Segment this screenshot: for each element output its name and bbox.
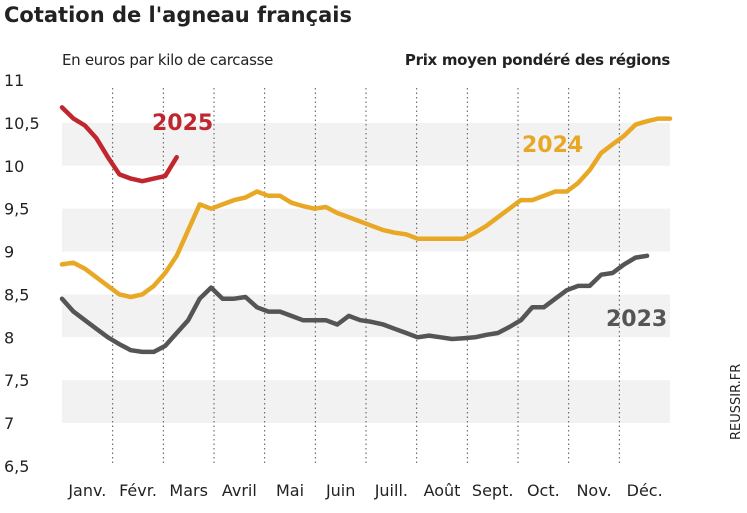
series-label-2023: 2023 xyxy=(606,307,667,332)
y-tick-label: 8 xyxy=(4,328,14,347)
background-band xyxy=(62,380,670,424)
background-band xyxy=(62,294,670,338)
chart-subtitle-source-method: Prix moyen pondéré des régions xyxy=(405,51,670,69)
x-tick-label: Juill. xyxy=(374,481,408,500)
y-axis-tick-labels: 11 10,5 10 9,5 9 8,5 8 7,5 7 6,5 xyxy=(4,71,40,476)
series-label-2024: 2024 xyxy=(522,133,583,158)
y-tick-label: 7 xyxy=(4,414,14,433)
x-tick-label: Sept. xyxy=(472,481,514,500)
source-credit: REUSSIR.FR xyxy=(729,364,744,440)
x-tick-label: Oct. xyxy=(527,481,560,500)
x-tick-label: Mai xyxy=(276,481,304,500)
x-tick-label: Nov. xyxy=(576,481,611,500)
x-tick-label: Juin xyxy=(325,481,355,500)
series-line-2023 xyxy=(59,253,650,355)
x-tick-label: Déc. xyxy=(627,481,663,500)
series-line-2024 xyxy=(59,116,673,300)
y-tick-label: 9,5 xyxy=(4,200,29,219)
x-tick-label: Avril xyxy=(222,481,257,500)
background-band xyxy=(62,208,670,252)
background-band xyxy=(62,122,670,166)
chart-subtitle-unit: En euros par kilo de carcasse xyxy=(62,51,273,69)
x-axis-month-labels: Janv. Févr. Mars Avril Mai Juin Juill. Août Sept… xyxy=(67,481,662,500)
y-tick-label: 7,5 xyxy=(4,371,29,390)
y-tick-label: 10,5 xyxy=(4,114,40,133)
chart-title: Cotation de l'agneau français xyxy=(4,3,352,27)
series-labels: 2023 2024 2025 xyxy=(152,111,667,332)
series-line-2025 xyxy=(59,105,179,184)
y-tick-label: 8,5 xyxy=(4,285,29,304)
y-tick-label: 9 xyxy=(4,243,14,262)
month-separator-lines xyxy=(112,88,620,466)
y-tick-label: 11 xyxy=(4,71,24,90)
x-tick-label: Mars xyxy=(169,481,208,500)
y-tick-label: 6,5 xyxy=(4,457,29,476)
x-tick-label: Janv. xyxy=(67,481,106,500)
series-label-2025: 2025 xyxy=(152,111,213,136)
series-lines xyxy=(59,105,673,355)
y-tick-label: 10 xyxy=(4,157,24,176)
x-tick-label: Févr. xyxy=(119,481,157,500)
x-tick-label: Août xyxy=(424,481,461,500)
